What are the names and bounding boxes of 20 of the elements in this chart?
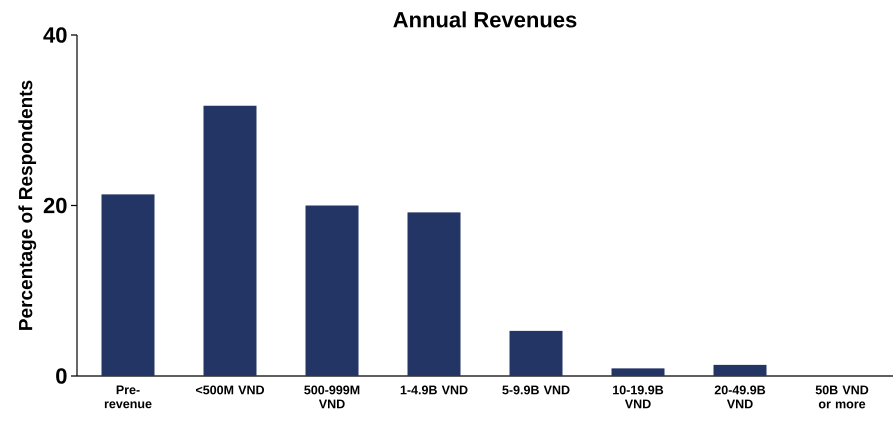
- bar: [306, 206, 359, 376]
- x-tick-label: 10-19.9B VND: [613, 386, 664, 408]
- x-tick-label: <500M VND: [196, 386, 264, 394]
- x-tick-label: 1-4.9B VND: [400, 386, 468, 394]
- y-tick-label: 20: [44, 198, 67, 214]
- x-tick-label: 5-9.9B VND: [502, 386, 570, 394]
- bar: [510, 330, 563, 376]
- bar: [612, 368, 665, 376]
- chart-title: Annual Revenues: [393, 11, 576, 28]
- x-tick-label: 50B VND or more: [816, 386, 868, 408]
- x-tick-label: Pre-revenue: [104, 386, 152, 408]
- x-tick-label: 500-999M VND: [304, 386, 360, 408]
- bar: [714, 364, 767, 376]
- y-tick-label: 40: [43, 27, 67, 43]
- y-axis-title: Percentage of Respondents: [18, 80, 36, 330]
- y-tick-label: 0: [56, 368, 67, 384]
- bar: [102, 194, 154, 376]
- bar: [204, 106, 256, 376]
- x-tick-label: 20-49.9B VND: [714, 386, 766, 408]
- bar: [408, 212, 461, 376]
